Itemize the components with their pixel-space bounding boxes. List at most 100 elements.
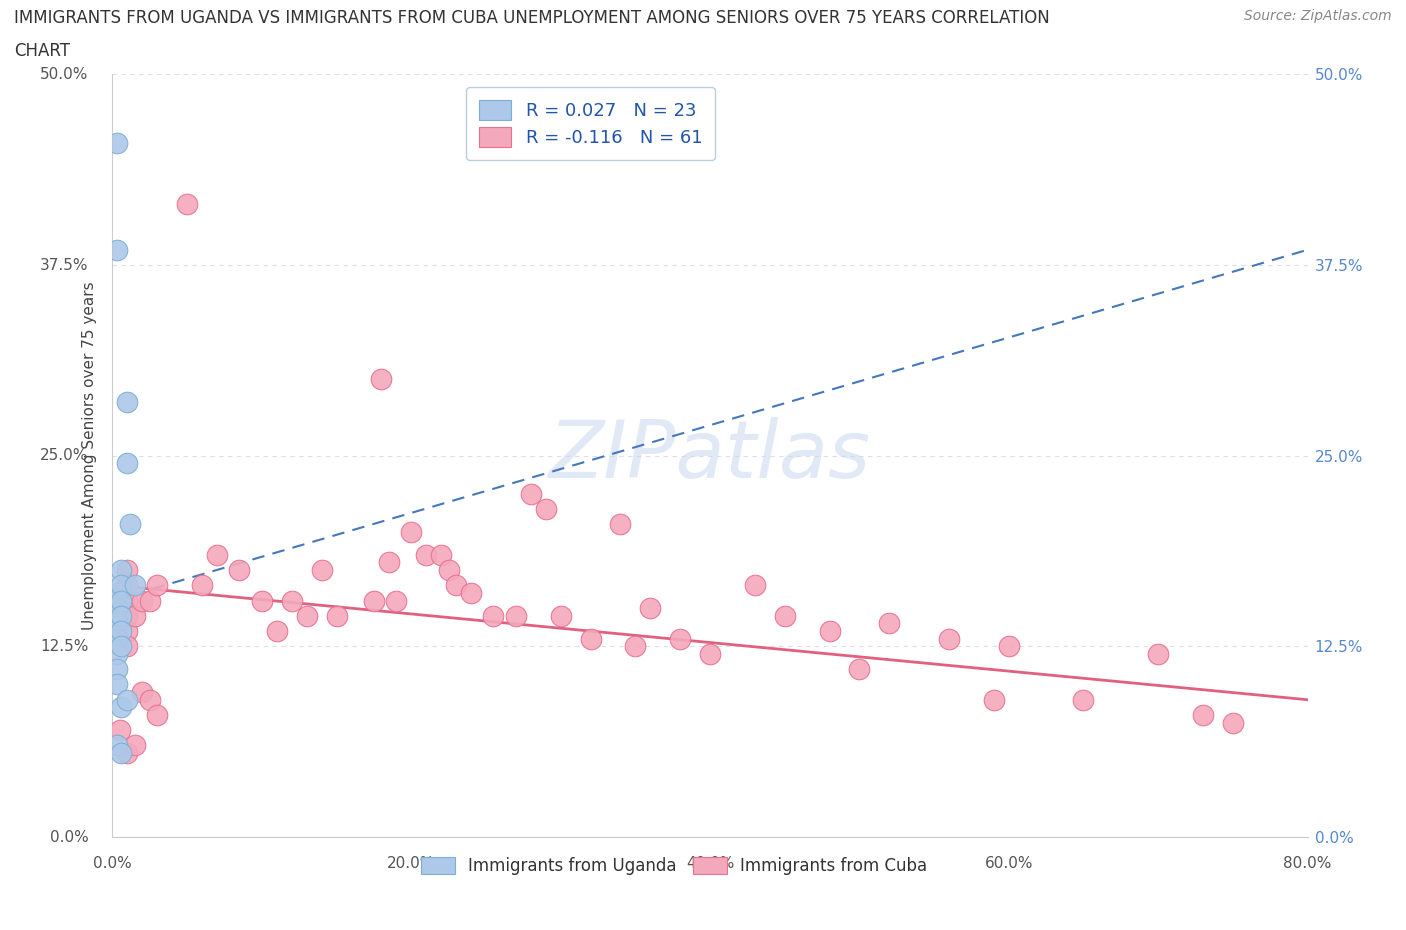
Point [520, 486, 543, 501]
Point [146, 708, 169, 723]
Point [250, 593, 273, 608]
Point [124, 738, 146, 753]
Point [110, 624, 132, 639]
Point [266, 624, 288, 639]
Point [415, 548, 437, 563]
Point [117, 578, 139, 592]
Text: 50.0%: 50.0% [41, 67, 89, 82]
Point [105, 616, 128, 631]
Legend: Immigrants from Uganda, Immigrants from Cuba: Immigrants from Uganda, Immigrants from … [415, 851, 934, 882]
Text: CHART: CHART [14, 42, 70, 60]
Point [176, 196, 198, 211]
Point [325, 608, 347, 623]
Point [120, 517, 142, 532]
Point [534, 501, 557, 516]
Text: 0.0%: 0.0% [93, 857, 132, 871]
Point [295, 608, 318, 623]
Point [437, 563, 460, 578]
Text: 12.5%: 12.5% [41, 639, 89, 654]
Point [311, 563, 333, 578]
Point [105, 662, 128, 677]
Point [401, 525, 423, 539]
Point [669, 631, 692, 646]
Point [205, 548, 228, 563]
Point [609, 517, 631, 532]
Text: 20.0%: 20.0% [387, 857, 436, 871]
Point [848, 662, 870, 677]
Point [191, 578, 214, 592]
Point [108, 601, 131, 616]
Text: 40.0%: 40.0% [686, 857, 734, 871]
Point [983, 692, 1005, 707]
Point [117, 593, 139, 608]
Point [105, 677, 128, 692]
Point [228, 563, 250, 578]
Point [460, 586, 482, 601]
Point [281, 593, 304, 608]
Text: 80.0%: 80.0% [1284, 857, 1331, 871]
Point [378, 555, 401, 570]
Point [117, 456, 139, 471]
Point [105, 586, 128, 601]
Point [139, 692, 162, 707]
Point [105, 646, 128, 661]
Point [998, 639, 1021, 654]
Point [579, 631, 602, 646]
Point [482, 608, 505, 623]
Text: 0.0%: 0.0% [49, 830, 89, 844]
Point [131, 684, 153, 699]
Point [444, 578, 467, 592]
Point [1192, 708, 1215, 723]
Point [117, 395, 139, 410]
Point [110, 639, 132, 654]
Text: ZIPatlas: ZIPatlas [548, 417, 872, 495]
Point [624, 639, 647, 654]
Point [110, 578, 132, 592]
Point [818, 624, 841, 639]
Point [117, 608, 139, 623]
Point [139, 593, 162, 608]
Point [117, 746, 139, 761]
Point [108, 586, 131, 601]
Point [879, 616, 901, 631]
Point [550, 608, 572, 623]
Point [105, 601, 128, 616]
Point [110, 563, 132, 578]
Point [131, 593, 153, 608]
Point [1147, 646, 1170, 661]
Point [699, 646, 721, 661]
Point [1222, 715, 1244, 730]
Text: 60.0%: 60.0% [984, 857, 1033, 871]
Text: 25.0%: 25.0% [41, 448, 89, 463]
Point [773, 608, 796, 623]
Point [370, 372, 392, 387]
Point [640, 601, 662, 616]
Point [110, 608, 132, 623]
Point [105, 243, 128, 258]
Point [430, 548, 453, 563]
Point [105, 136, 128, 151]
Point [117, 624, 139, 639]
Point [505, 608, 527, 623]
Y-axis label: Unemployment Among Seniors over 75 years: Unemployment Among Seniors over 75 years [82, 282, 97, 630]
Point [385, 593, 408, 608]
Point [744, 578, 766, 592]
Text: Source: ZipAtlas.com: Source: ZipAtlas.com [1244, 9, 1392, 23]
Point [117, 563, 139, 578]
Point [117, 692, 139, 707]
Point [146, 578, 169, 592]
Point [1073, 692, 1095, 707]
Point [108, 723, 131, 737]
Point [117, 639, 139, 654]
Point [938, 631, 960, 646]
Point [105, 631, 128, 646]
Point [124, 608, 146, 623]
Point [363, 593, 385, 608]
Point [110, 746, 132, 761]
Point [110, 700, 132, 715]
Point [124, 578, 146, 592]
Point [105, 738, 128, 753]
Point [110, 593, 132, 608]
Text: IMMIGRANTS FROM UGANDA VS IMMIGRANTS FROM CUBA UNEMPLOYMENT AMONG SENIORS OVER 7: IMMIGRANTS FROM UGANDA VS IMMIGRANTS FRO… [14, 9, 1050, 27]
Text: 37.5%: 37.5% [41, 258, 89, 272]
